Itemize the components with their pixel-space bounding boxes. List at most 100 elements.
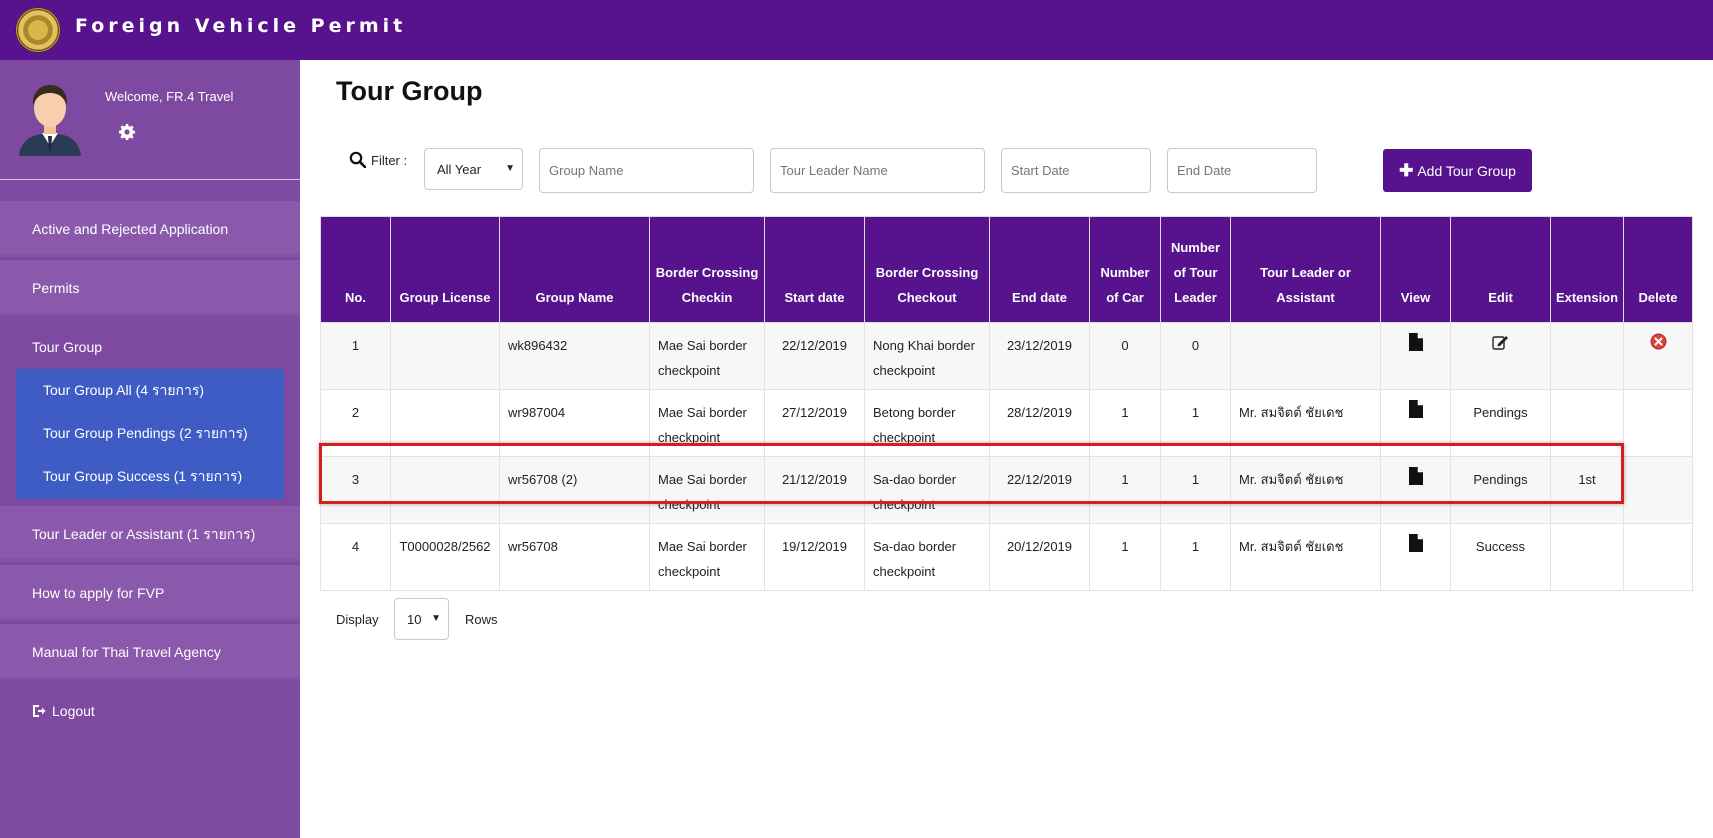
cell-delete — [1623, 456, 1693, 524]
cell-extension — [1550, 389, 1624, 457]
page-title: Tour Group — [336, 76, 483, 106]
document-icon[interactable] — [1408, 333, 1424, 351]
sidebar: Welcome, FR.4 Travel Active and Rejected… — [0, 60, 300, 838]
cell-view — [1380, 322, 1451, 390]
column-header: Group License — [390, 216, 500, 323]
cell-start-date: 27/12/2019 — [764, 389, 865, 457]
sidebar-item-label: Manual for Thai Travel Agency — [32, 644, 221, 660]
submenu-item-pendings[interactable]: Tour Group Pendings (2 รายการ) — [43, 425, 248, 441]
cell-license — [390, 322, 500, 390]
cell-start-date: 19/12/2019 — [764, 523, 865, 591]
cell-checkout: Sa-dao border checkpoint — [864, 456, 990, 524]
rows-per-page-value: 10 — [407, 612, 422, 627]
chevron-down-icon: ▼ — [431, 613, 441, 624]
sidebar-item-label: Active and Rejected Application — [32, 221, 229, 237]
crest-logo — [15, 7, 61, 53]
sidebar-item-logout[interactable]: Logout — [0, 683, 300, 739]
cell-cars: 0 — [1089, 322, 1161, 390]
document-icon[interactable] — [1408, 400, 1424, 418]
cell-checkin: Mae Sai border checkpoint — [649, 523, 765, 591]
cell-edit-status: Pendings — [1450, 389, 1551, 457]
cell-leaders: 0 — [1160, 322, 1231, 390]
cell-checkout: Betong border checkpoint — [864, 389, 990, 457]
year-select-value: All Year — [437, 162, 482, 177]
cell-no: 1 — [320, 322, 391, 390]
sidebar-item-label: Logout — [52, 703, 95, 719]
cell-checkin: Mae Sai border checkpoint — [649, 389, 765, 457]
sidebar-item-active-rejected[interactable]: Active and Rejected Application — [0, 201, 300, 257]
plus-icon: ✚ — [1399, 161, 1414, 180]
submenu-item-all[interactable]: Tour Group All (4 รายการ) — [43, 382, 205, 398]
cell-group-name: wk896432 — [499, 322, 650, 390]
sidebar-item-manual[interactable]: Manual for Thai Travel Agency — [0, 624, 300, 680]
add-tour-group-button[interactable]: ✚ Add Tour Group — [1383, 149, 1532, 192]
display-label: Display — [336, 612, 379, 627]
column-header: Group Name — [499, 216, 650, 323]
cell-start-date: 21/12/2019 — [764, 456, 865, 524]
cell-group-name: wr56708 — [499, 523, 650, 591]
cell-leader-name: Mr. สมจิตต์ ชัยเดช — [1230, 456, 1381, 524]
search-icon — [349, 151, 366, 168]
column-header: View — [1380, 216, 1451, 323]
cell-end-date: 22/12/2019 — [989, 456, 1090, 524]
cell-delete — [1623, 322, 1693, 390]
cell-group-name: wr56708 (2) — [499, 456, 650, 524]
table-header-row: No. Group License Group Name Border Cros… — [320, 216, 1693, 323]
column-header: Edit — [1450, 216, 1551, 323]
column-header: Number of Tour Leader — [1160, 216, 1231, 323]
column-header: Border Crossing Checkin — [649, 216, 765, 323]
cell-group-name: wr987004 — [499, 389, 650, 457]
sidebar-item-label: Tour Group — [32, 339, 103, 355]
column-header: Tour Leader or Assistant — [1230, 216, 1381, 323]
gear-icon[interactable] — [119, 124, 135, 140]
column-header: Border Crossing Checkout — [864, 216, 990, 323]
cell-leaders: 1 — [1160, 389, 1231, 457]
sidebar-item-label: How to apply for FVP — [32, 585, 165, 601]
profile-panel: Welcome, FR.4 Travel — [0, 60, 300, 179]
sidebar-item-tour-group[interactable]: Tour Group — [0, 319, 300, 375]
cell-delete — [1623, 523, 1693, 591]
cell-no: 4 — [320, 523, 391, 591]
sidebar-item-how-to-apply[interactable]: How to apply for FVP — [0, 565, 300, 621]
column-header: Start date — [764, 216, 865, 323]
add-tour-group-label: Add Tour Group — [1417, 163, 1516, 179]
filter-label: Filter : — [371, 153, 408, 168]
cell-extension: 1st — [1550, 456, 1624, 524]
tour-group-table: No. Group License Group Name Border Cros… — [320, 216, 1693, 591]
cell-view — [1380, 523, 1451, 591]
document-icon[interactable] — [1408, 467, 1424, 485]
cell-cars: 1 — [1089, 523, 1161, 591]
cell-cars: 1 — [1089, 389, 1161, 457]
cell-end-date: 28/12/2019 — [989, 389, 1090, 457]
cell-edit — [1450, 322, 1551, 390]
sidebar-item-permits[interactable]: Permits — [0, 260, 300, 316]
column-header: No. — [320, 216, 391, 323]
logout-icon — [33, 705, 46, 717]
cell-end-date: 23/12/2019 — [989, 322, 1090, 390]
document-icon[interactable] — [1408, 534, 1424, 552]
year-select[interactable]: All Year ▼ — [424, 148, 523, 190]
cell-view — [1380, 456, 1451, 524]
sidebar-item-label: Tour Leader or Assistant (1 รายการ) — [32, 526, 256, 542]
welcome-text: Welcome, FR.4 Travel — [105, 89, 234, 104]
cell-leader-name — [1230, 322, 1381, 390]
edit-icon[interactable] — [1492, 334, 1509, 350]
sidebar-item-tour-leader[interactable]: Tour Leader or Assistant (1 รายการ) — [0, 506, 300, 562]
rows-label: Rows — [465, 612, 498, 627]
cell-checkout: Sa-dao border checkpoint — [864, 523, 990, 591]
table-row: 2 wr987004 Mae Sai border checkpoint 27/… — [320, 389, 1693, 457]
cell-start-date: 22/12/2019 — [764, 322, 865, 390]
cell-license: T0000028/2562 — [390, 523, 500, 591]
column-header: End date — [989, 216, 1090, 323]
table-row: 4 T0000028/2562 wr56708 Mae Sai border c… — [320, 523, 1693, 591]
table-row: 1 wk896432 Mae Sai border checkpoint 22/… — [320, 322, 1693, 390]
submenu-item-success[interactable]: Tour Group Success (1 รายการ) — [43, 468, 243, 484]
tour-leader-name-input[interactable] — [770, 148, 985, 193]
group-name-input[interactable] — [539, 148, 754, 193]
start-date-input[interactable] — [1001, 148, 1151, 193]
rows-per-page-select[interactable]: 10 ▼ — [394, 598, 449, 640]
delete-icon[interactable] — [1650, 333, 1667, 350]
app-title: Foreign Vehicle Permit — [75, 15, 407, 37]
end-date-input[interactable] — [1167, 148, 1317, 193]
cell-view — [1380, 389, 1451, 457]
